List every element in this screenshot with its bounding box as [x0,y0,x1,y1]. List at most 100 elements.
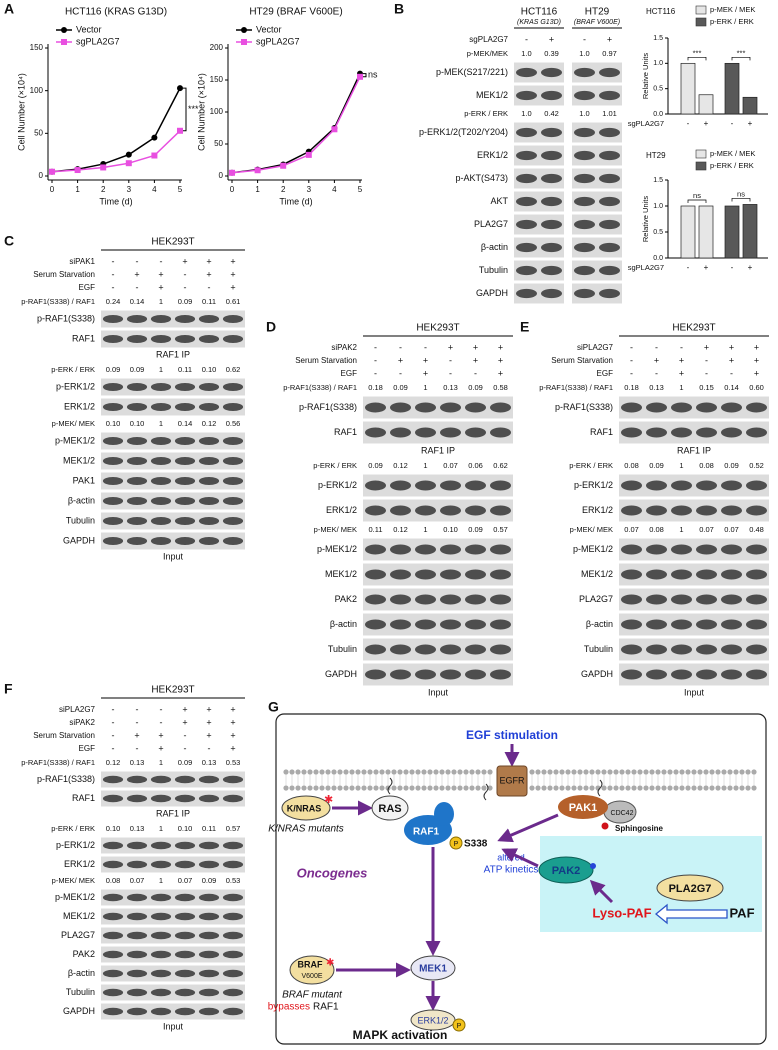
quant-value: 0.14 [724,383,739,392]
condition-label: siPLA2G7 [59,705,96,714]
membrane-bead [379,769,385,775]
band-label: MEK1/2 [476,90,508,100]
phospho-label: P [454,841,459,848]
quant-value: 0.08 [106,876,121,885]
condition-sign: + [448,342,453,352]
membrane-bead [643,785,649,791]
band [365,505,386,516]
band [490,569,511,580]
condition-sign: + [206,256,211,266]
membrane-bead [487,785,493,791]
quant-value: 0.12 [393,461,408,470]
quant-value: 0.13 [443,383,458,392]
band [102,477,124,485]
membrane-bead [331,769,337,775]
band [465,594,486,605]
membrane-bead [463,769,469,775]
panel-letter: A [4,1,14,17]
band-label: GAPDH [581,669,613,679]
band-label: PAK2 [335,594,357,604]
band [174,457,196,465]
point [254,167,261,174]
blot-strip [619,638,769,661]
band [490,427,511,438]
blot-strip [514,85,564,106]
band-label: Tubulin [584,644,613,654]
mapk-label: MAPK activation [353,1028,448,1042]
band [746,619,767,630]
band [621,505,642,516]
blot-caption: Input [163,551,184,561]
band [126,860,148,869]
blot-strip [572,145,622,166]
quant-value: 0.57 [493,525,508,534]
blot-strip [101,889,245,906]
band [150,775,172,784]
blot-caption: Input [428,687,449,697]
band [541,265,562,276]
annotation: *** [188,104,199,114]
band [174,1007,196,1016]
band [102,931,124,940]
condition-sign: + [473,355,478,365]
condition-label: Serum Starvation [551,356,613,365]
band [516,219,537,230]
band [465,569,486,580]
condition-sign: + [230,282,235,292]
condition-sign: + [654,355,659,365]
quant-value: 0.07 [443,461,458,470]
band [516,127,537,138]
point [125,151,132,158]
blot-strip [619,396,769,419]
quant-value: 0.53 [226,876,241,885]
quant-label: p-MEK/MEK [467,49,508,58]
quant-value: 0.61 [226,297,241,306]
band-label: Tubulin [66,987,95,997]
blot-strip [514,283,564,304]
band [222,335,244,343]
band-label: MEK1/2 [63,455,95,465]
band [599,196,620,207]
raf1-label: RAF1 [413,827,440,838]
membrane-bead [301,785,307,791]
band [599,67,620,78]
band [174,403,196,411]
band [198,437,220,445]
membrane-bead [529,785,535,791]
series-line [231,73,361,174]
band [415,669,436,680]
band [222,437,244,445]
series-line [51,130,181,173]
x-tick-label: 4 [152,185,157,194]
band-label: p-MEK1/2 [55,435,95,445]
band [721,427,742,438]
band [490,480,511,491]
membrane-bead [361,769,367,775]
membrane-bead [469,769,475,775]
membrane-bead [481,785,487,791]
band [516,67,537,78]
pak2-label: PAK2 [552,865,581,877]
bar [698,205,714,259]
membrane-bead [673,769,679,775]
band [516,288,537,299]
condition-sign: + [134,269,139,279]
membrane-bead [667,785,673,791]
membrane-bead [535,769,541,775]
band [174,437,196,445]
condition-sign: - [136,717,139,727]
band [222,537,244,545]
condition-sign: - [112,743,115,753]
quant-value: 1 [159,824,163,833]
band-label: ERK1/2 [64,859,95,869]
band [541,127,562,138]
quant-value: 1 [159,297,163,306]
band [126,931,148,940]
membrane-bead [565,785,571,791]
quant-value: 0.09 [468,383,483,392]
condition-sign: + [230,743,235,753]
legend-marker [61,27,67,33]
membrane-bead [415,785,421,791]
condition-sign: - [208,743,211,753]
x-tick-label: 1 [75,185,80,194]
